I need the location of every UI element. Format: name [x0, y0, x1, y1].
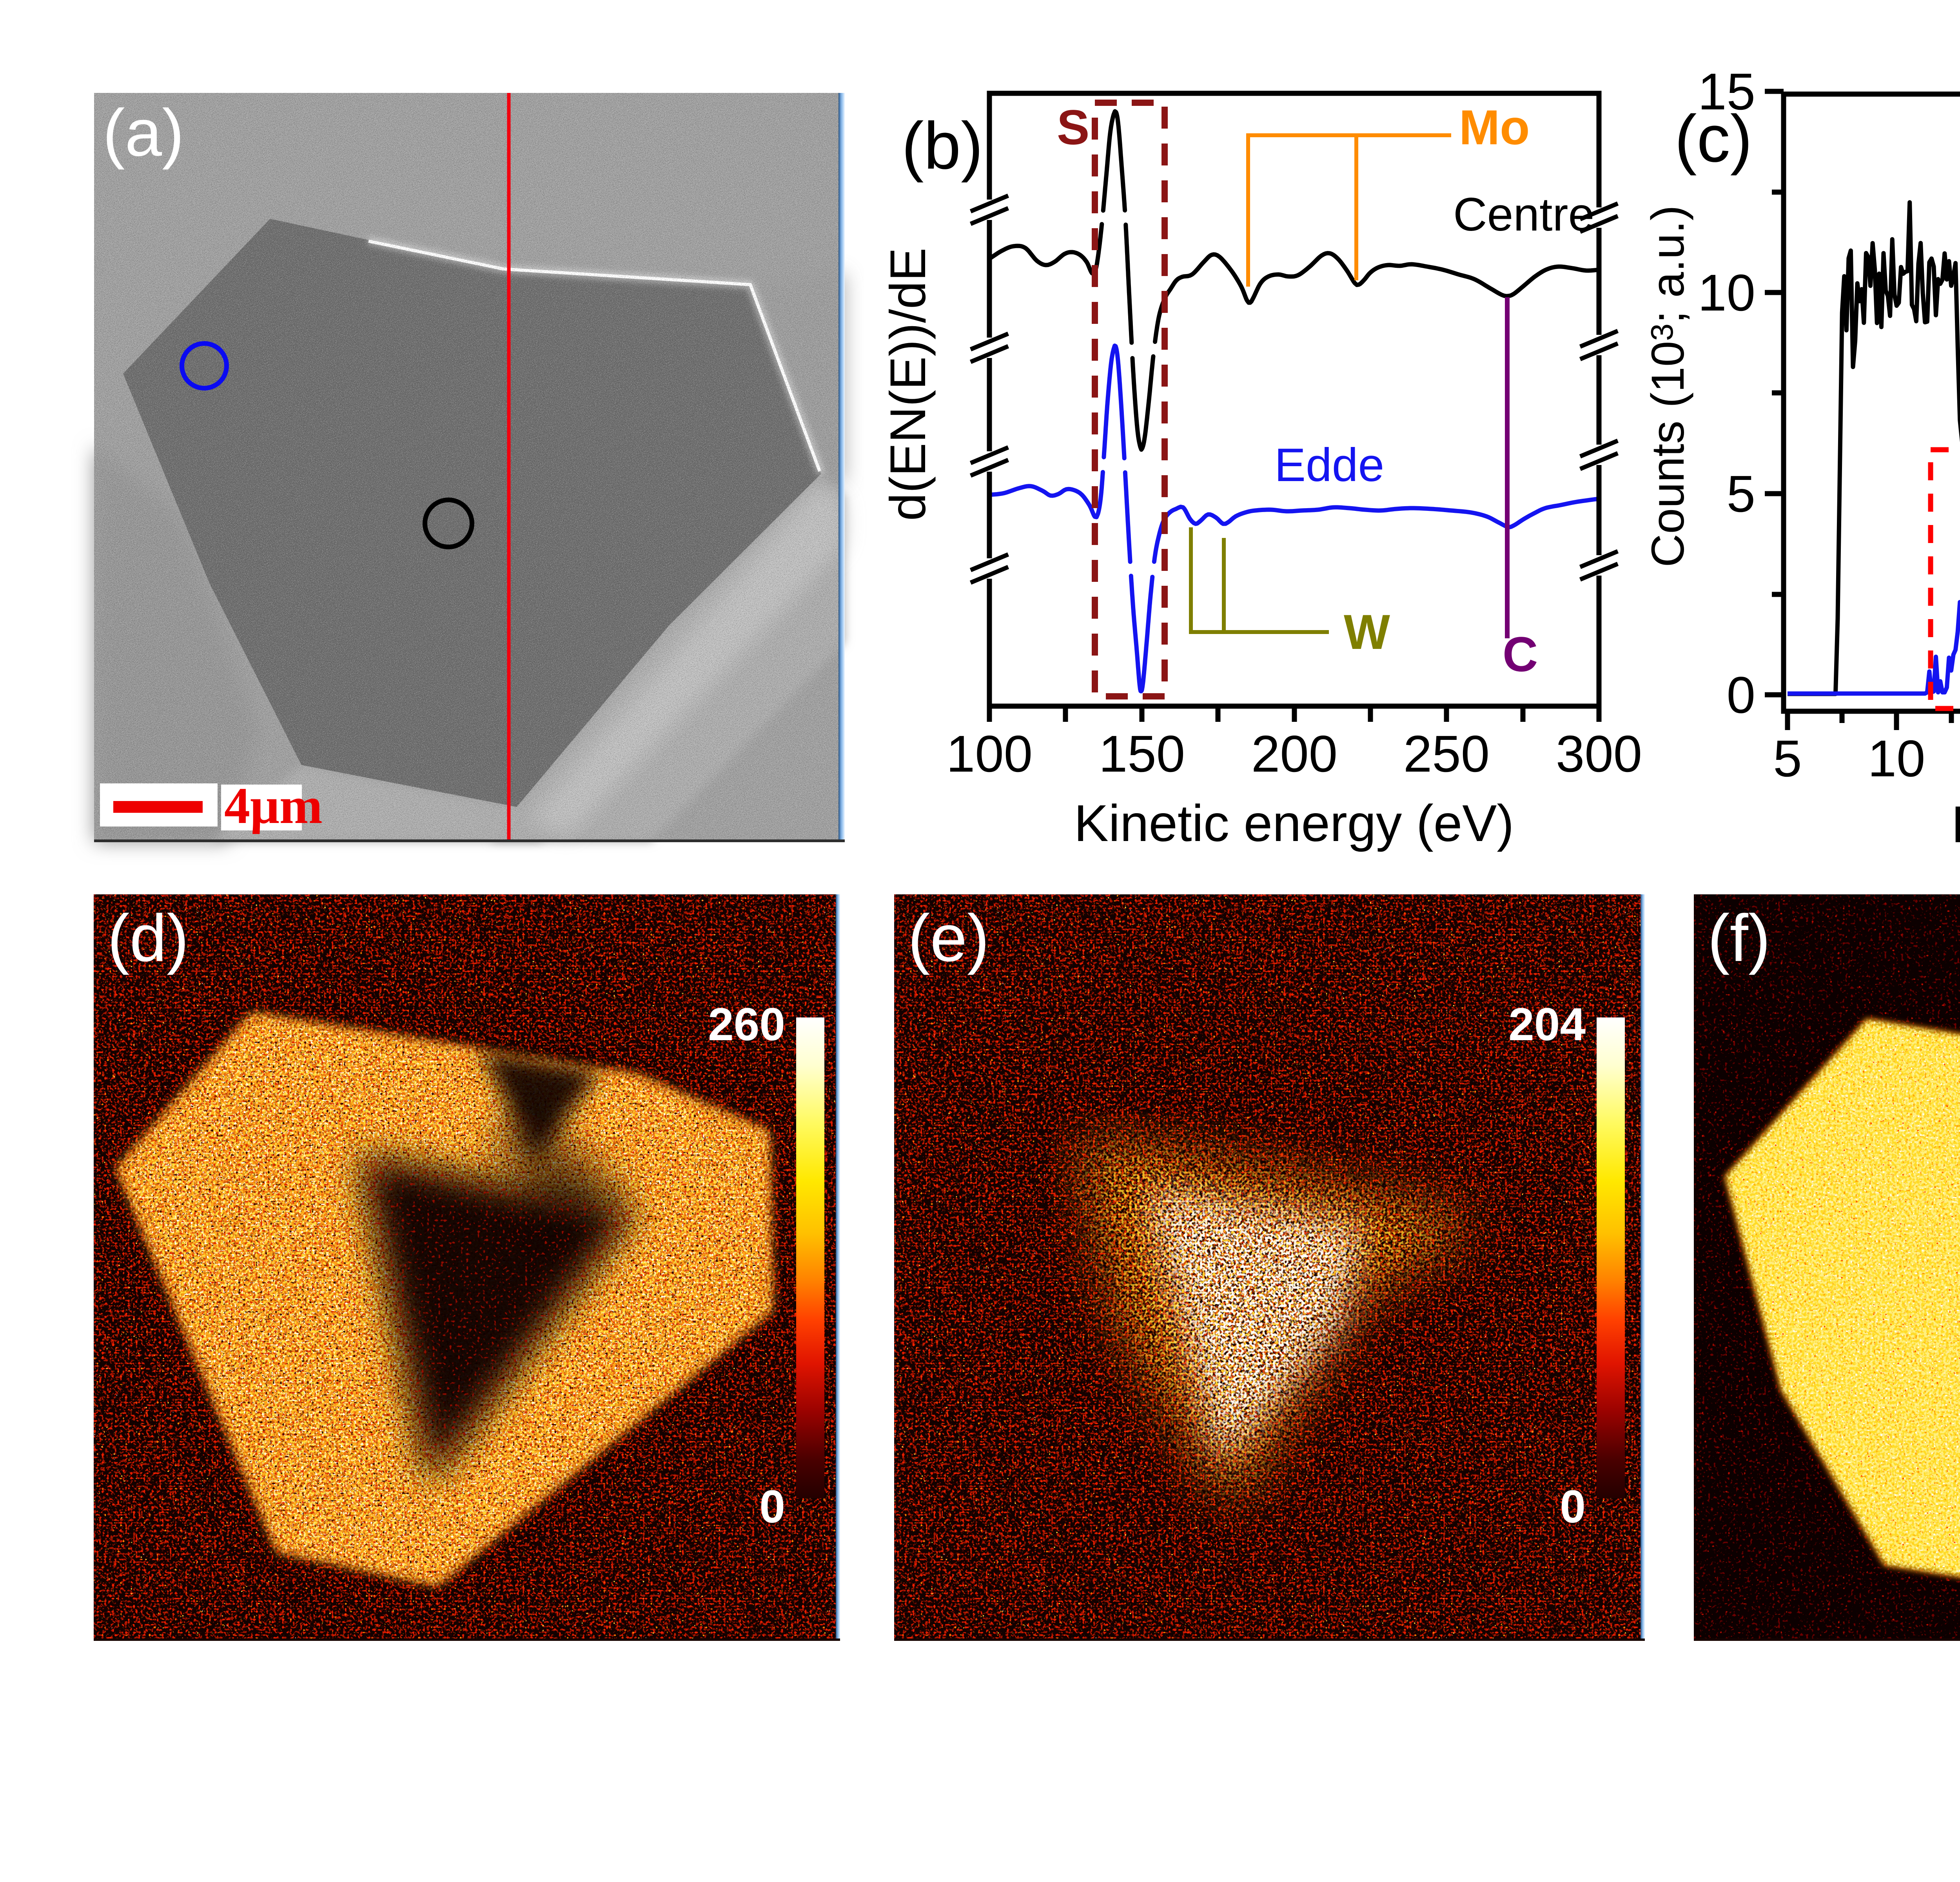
svg-text:100: 100	[946, 725, 1033, 783]
svg-text:S: S	[1057, 100, 1089, 155]
svg-text:150: 150	[1099, 725, 1185, 783]
svg-text:10: 10	[1868, 730, 1926, 787]
svg-text:W: W	[1344, 605, 1390, 659]
svg-text:Distance (μm): Distance (μm)	[1951, 796, 1960, 853]
svg-text:10: 10	[1698, 264, 1755, 322]
svg-text:Centre: Centre	[1453, 188, 1594, 241]
svg-text:d(EN(E))/dE: d(EN(E))/dE	[880, 248, 936, 521]
svg-text:(a): (a)	[103, 96, 184, 170]
svg-text:C: C	[1503, 627, 1538, 682]
svg-text:204: 204	[1508, 999, 1586, 1050]
svg-text:260: 260	[708, 999, 785, 1050]
svg-text:200: 200	[1251, 725, 1338, 783]
svg-text:(d): (d)	[107, 901, 189, 976]
svg-text:0: 0	[1727, 666, 1755, 724]
svg-text:5: 5	[1727, 465, 1755, 523]
svg-text:Kinetic energy (eV): Kinetic energy (eV)	[1074, 794, 1514, 852]
svg-text:(f): (f)	[1708, 901, 1770, 976]
svg-text:Edde: Edde	[1274, 439, 1384, 491]
svg-text:(c): (c)	[1675, 102, 1752, 176]
svg-text:5: 5	[1773, 730, 1802, 787]
svg-text:0: 0	[1560, 1481, 1586, 1533]
svg-text:300: 300	[1556, 725, 1642, 783]
svg-text:0: 0	[759, 1481, 785, 1533]
svg-text:Counts (103; a.u.): Counts (103; a.u.)	[1642, 205, 1694, 567]
svg-text:(b): (b)	[902, 109, 983, 183]
svg-text:4μm: 4μm	[224, 777, 323, 834]
svg-text:Mo: Mo	[1459, 100, 1530, 155]
svg-text:(e): (e)	[908, 901, 989, 976]
svg-text:250: 250	[1403, 725, 1490, 783]
